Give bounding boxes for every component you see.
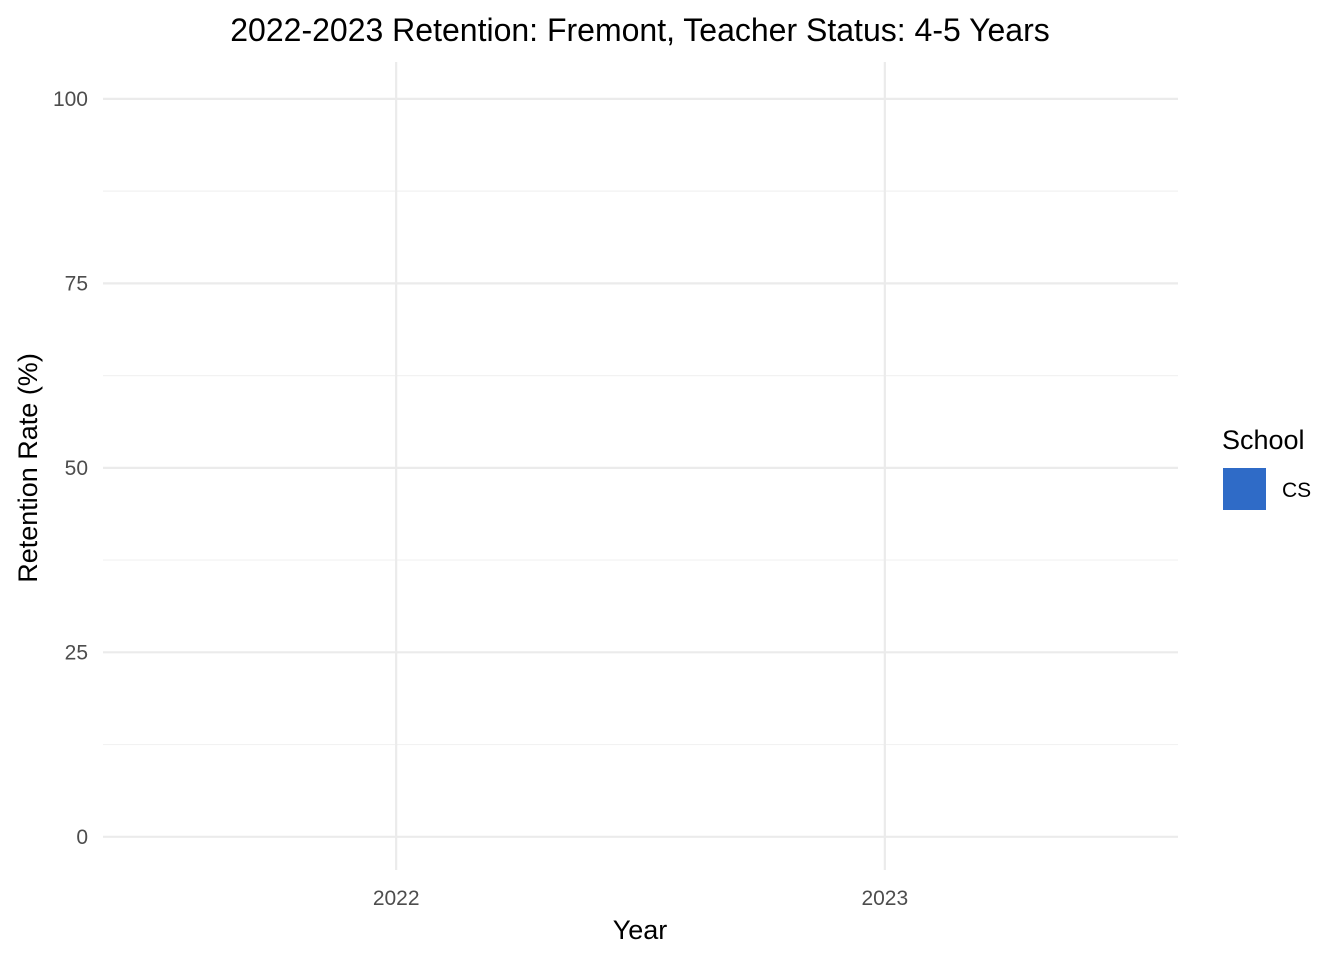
y-tick-label: 25 [65,641,88,664]
y-axis-title: Retention Rate (%) [13,353,43,583]
x-tick-label: 2023 [861,887,908,910]
chart-title: 2022-2023 Retention: Fremont, Teacher St… [230,12,1049,48]
legend-title: School [1222,425,1305,455]
plot-area [103,62,1178,870]
grid-minor [103,190,1178,746]
x-axis-title: Year [613,915,668,945]
x-tick-label: 2022 [373,887,420,910]
y-tick-label: 50 [65,457,88,480]
grid-major [103,62,1178,870]
legend-swatch [1223,468,1266,510]
legend-label: CS [1282,479,1311,502]
y-tick-label: 100 [53,88,88,111]
x-axis-ticks: 2022 2023 [373,887,908,910]
legend: School CS [1222,425,1311,510]
y-axis-ticks: 0 25 50 75 100 [53,88,88,849]
legend-entries: CS [1223,468,1311,510]
y-tick-label: 0 [76,826,88,849]
y-tick-label: 75 [65,272,88,295]
